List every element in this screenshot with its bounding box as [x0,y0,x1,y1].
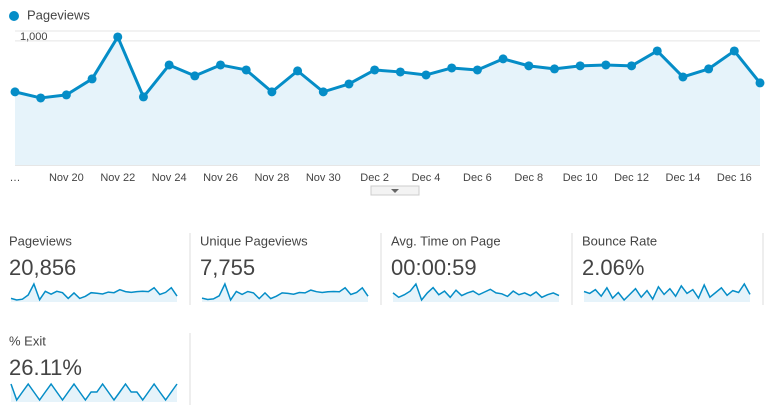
point [652,46,662,56]
metric-label: Avg. Time on Page [391,233,501,248]
point [318,87,328,97]
point [704,64,714,74]
point [729,46,739,56]
metric-value: 20,856 [9,255,76,280]
legend-label: Pageviews [27,7,90,22]
point [678,72,688,82]
x-tick-label: Nov 20 [49,172,84,184]
legend-marker [9,11,19,21]
point [36,93,46,103]
point [498,54,508,64]
x-tick-label: Nov 30 [306,172,341,184]
point [87,74,97,84]
x-tick-label: Dec 16 [717,172,752,184]
x-tick-label: Dec 6 [463,172,492,184]
x-tick-label: Dec 14 [666,172,701,184]
point [755,78,765,88]
point [344,79,354,89]
metric-value: 2.06% [582,255,644,280]
point [627,61,637,71]
sparkline [392,282,560,302]
metric-label: Pageviews [9,233,72,248]
metric-label: Bounce Rate [582,233,657,248]
point [113,32,123,42]
point [216,60,226,70]
metric-value: 7,755 [200,255,255,280]
x-tick-label: … [10,172,21,184]
x-tick-label: Dec 12 [614,172,649,184]
x-tick-label: Dec 10 [563,172,598,184]
metric-label: Unique Pageviews [200,233,308,248]
point [524,61,534,71]
point [164,60,174,70]
sparkline [10,382,178,402]
sparkline-area [202,284,368,302]
point [472,65,482,75]
area [15,36,760,166]
x-tick-label: Nov 24 [152,172,187,184]
point [575,61,585,71]
point [395,67,405,77]
point [293,66,303,76]
metric-value: 00:00:59 [391,255,477,280]
point [549,64,559,74]
metric-label: % Exit [9,333,46,348]
collapse-toggle[interactable] [370,185,420,196]
sparkline [201,282,369,302]
point [447,63,457,73]
line [14,35,762,100]
y-tick-label: 1,000 [20,31,48,43]
toggle-arrow [391,189,399,193]
point [601,60,611,70]
point [241,65,251,75]
point [190,71,200,81]
point [61,90,71,100]
x-tick-label: Dec 2 [360,172,389,184]
x-tick-label: Nov 22 [100,172,135,184]
x-tick-label: Nov 28 [254,172,289,184]
sparkline [583,282,751,302]
x-tick-label: Dec 4 [412,172,441,184]
sparkline [10,282,178,302]
sparkline-area [11,384,177,402]
metric-value: 26.11% [9,355,82,380]
x-tick-label: Dec 8 [514,172,543,184]
sparkline-area [584,284,750,302]
point [421,70,431,80]
point [10,87,20,97]
point [138,92,148,102]
point [370,65,380,75]
point [267,87,277,97]
x-tick-label: Nov 26 [203,172,238,184]
